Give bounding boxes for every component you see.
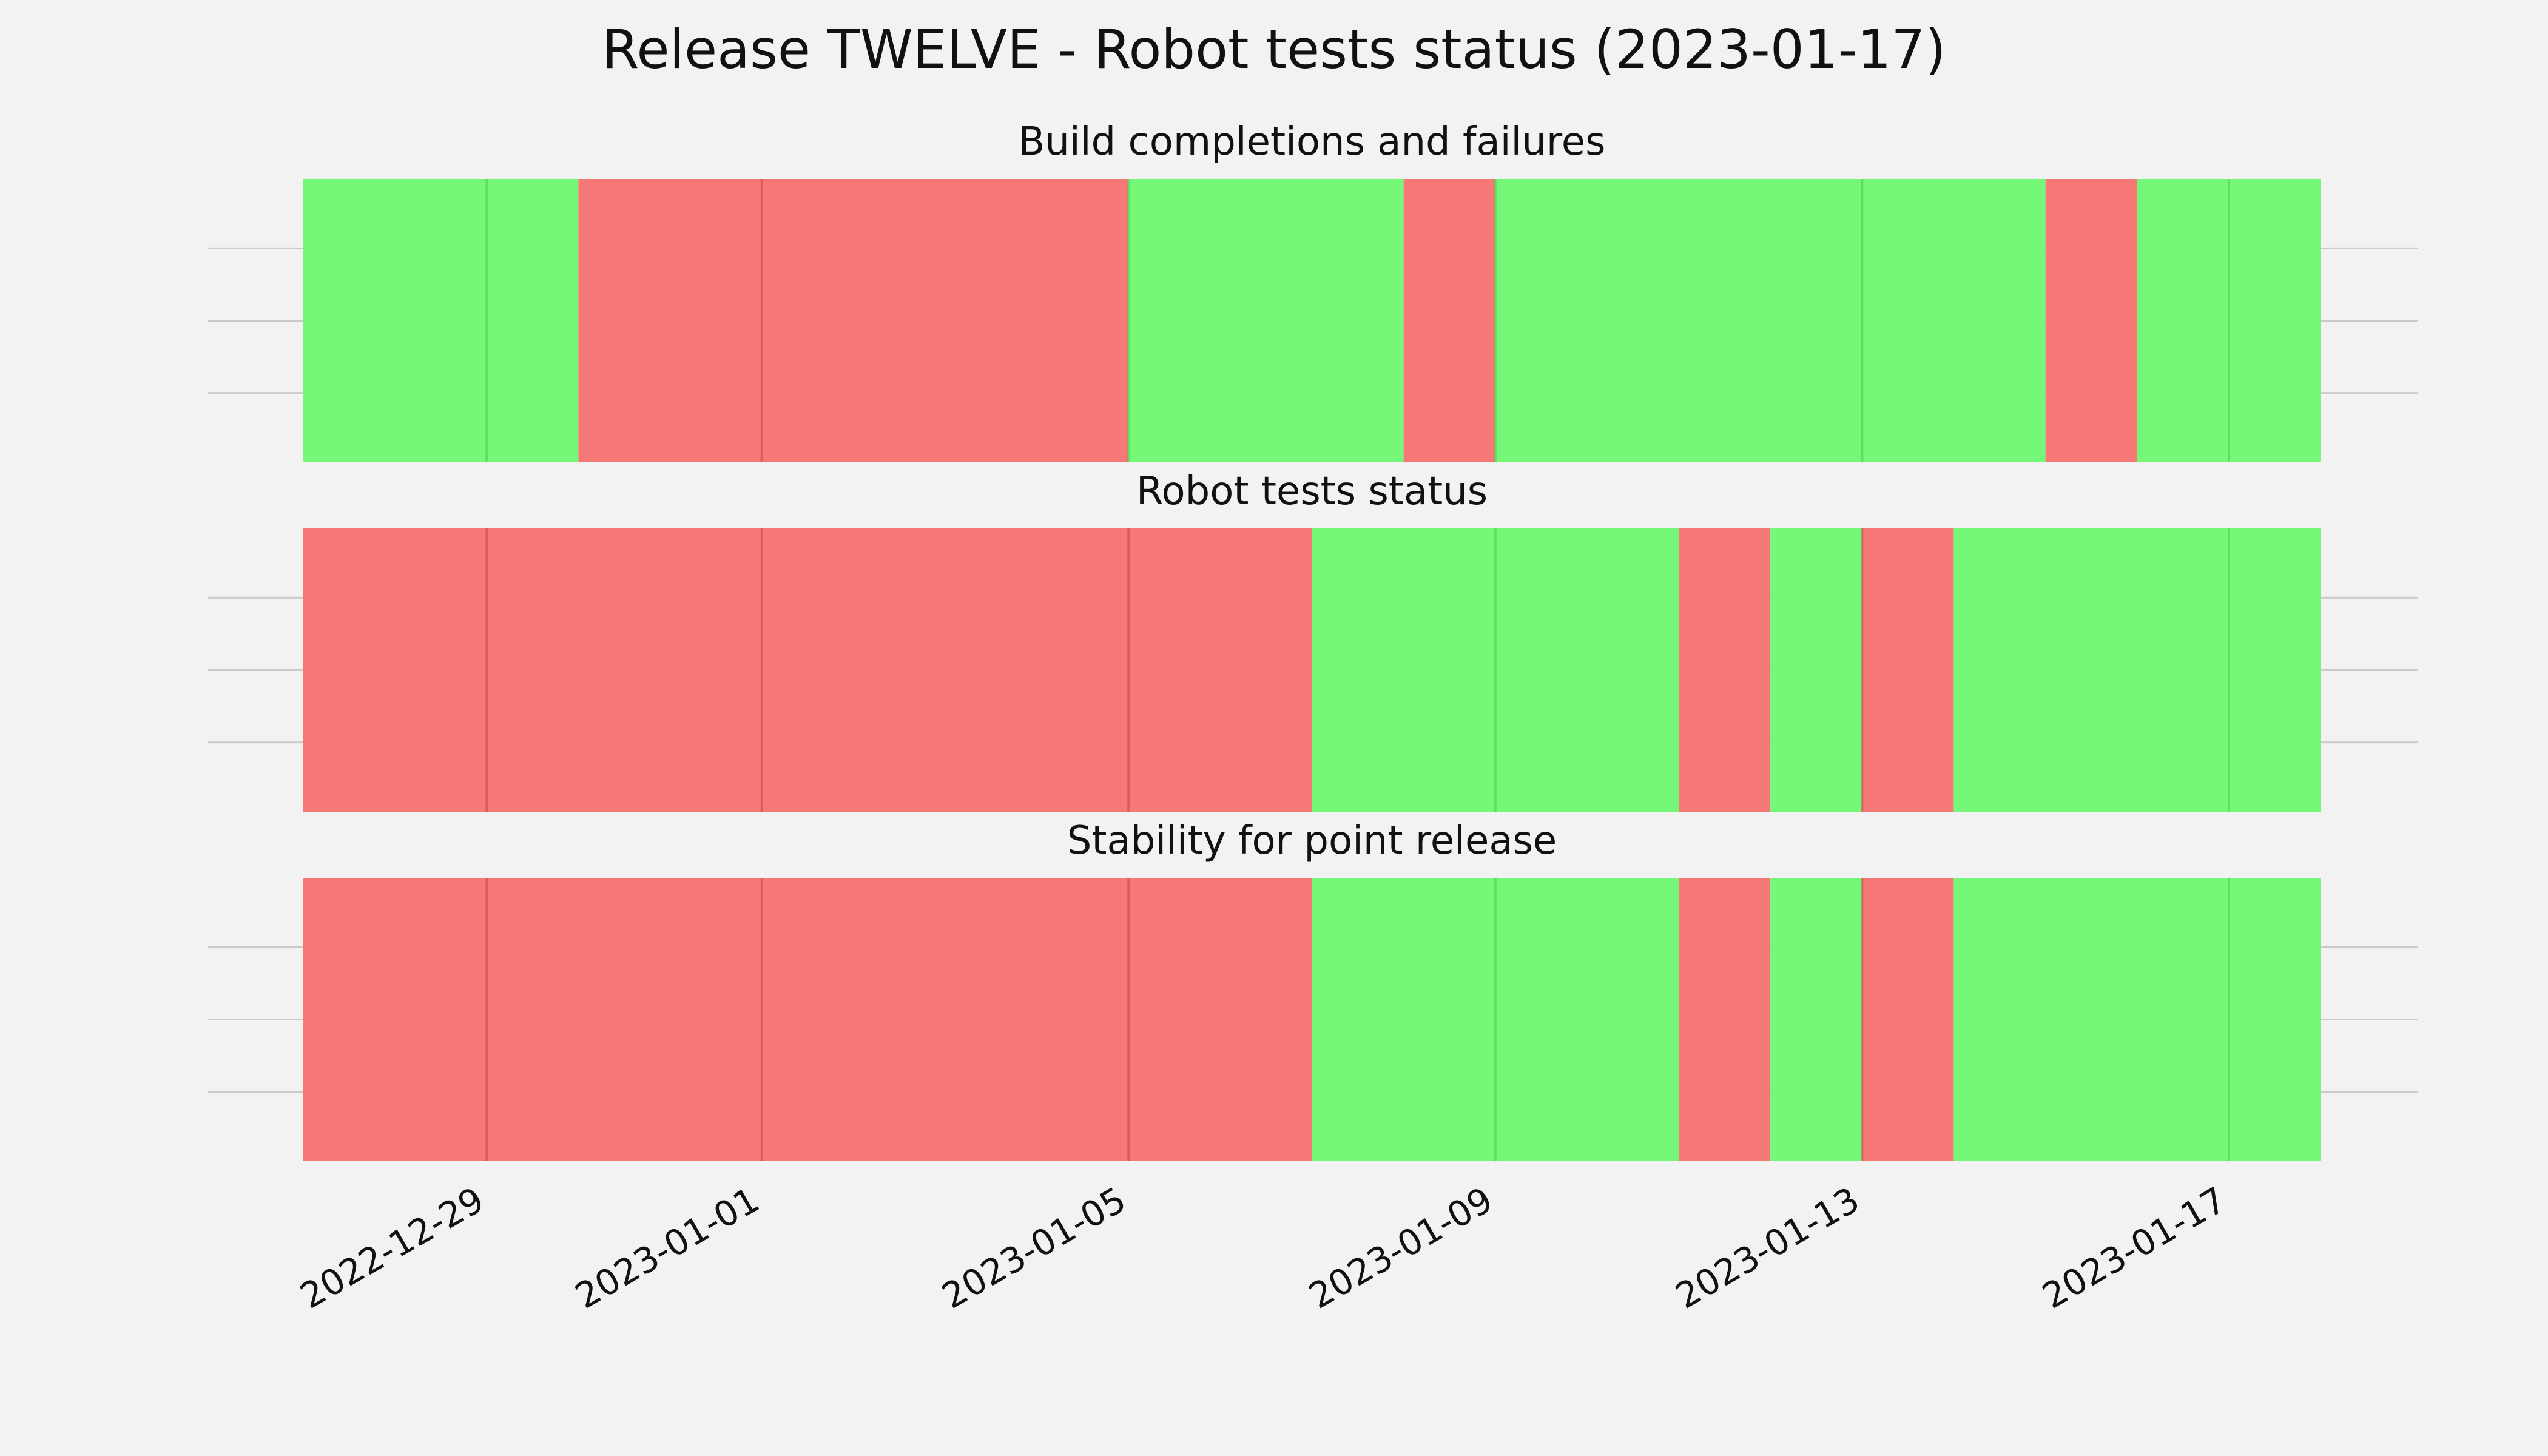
status-segment-pass [1312, 878, 1679, 1161]
status-segment-fail [1862, 878, 1954, 1161]
x-tick-label: 2023-01-01 [568, 1179, 766, 1316]
status-segment-fail [1679, 528, 1771, 812]
status-segment-fail [1862, 528, 1954, 812]
panel-title: Robot tests status [1136, 469, 1488, 514]
x-tick-label: 2023-01-09 [1302, 1179, 1500, 1316]
x-tick-label: 2023-01-05 [935, 1179, 1133, 1316]
status-segment-fail [2045, 179, 2137, 462]
x-tick-label: 2023-01-13 [1668, 1179, 1866, 1316]
x-axis-ticks: 2022-12-29 2023-01-01 2023-01-05 2023-01-09… [293, 1179, 2233, 1316]
status-segment-fail [1679, 878, 1771, 1161]
x-tick-label: 2022-12-29 [293, 1179, 491, 1316]
status-segment-fail [1403, 179, 1495, 462]
status-segment-fail [303, 878, 1312, 1161]
status-segment-pass [1312, 528, 1679, 812]
panel-3: Stability for point release [208, 818, 2418, 1161]
panel-2: Robot tests status [208, 469, 2418, 812]
panels-layer: Build completions and failures Robot test… [208, 120, 2418, 1161]
status-segment-fail [578, 179, 1129, 462]
status-segment-pass [1953, 878, 2320, 1161]
status-segment-pass [1128, 179, 1404, 462]
status-segment-pass [1770, 878, 1862, 1161]
status-segment-pass [1770, 528, 1862, 812]
panel-title: Stability for point release [1067, 818, 1557, 863]
status-segment-fail [303, 528, 1312, 812]
chart-title: Release TWELVE - Robot tests status (202… [602, 18, 1946, 81]
panel-title: Build completions and failures [1019, 120, 1606, 164]
status-segment-pass [1495, 179, 2046, 462]
status-segment-pass [1953, 528, 2320, 812]
status-segment-pass [2137, 179, 2320, 462]
panel-1: Build completions and failures [208, 120, 2418, 462]
status-segment-pass [303, 179, 579, 462]
x-tick-label: 2023-01-17 [2035, 1179, 2233, 1316]
